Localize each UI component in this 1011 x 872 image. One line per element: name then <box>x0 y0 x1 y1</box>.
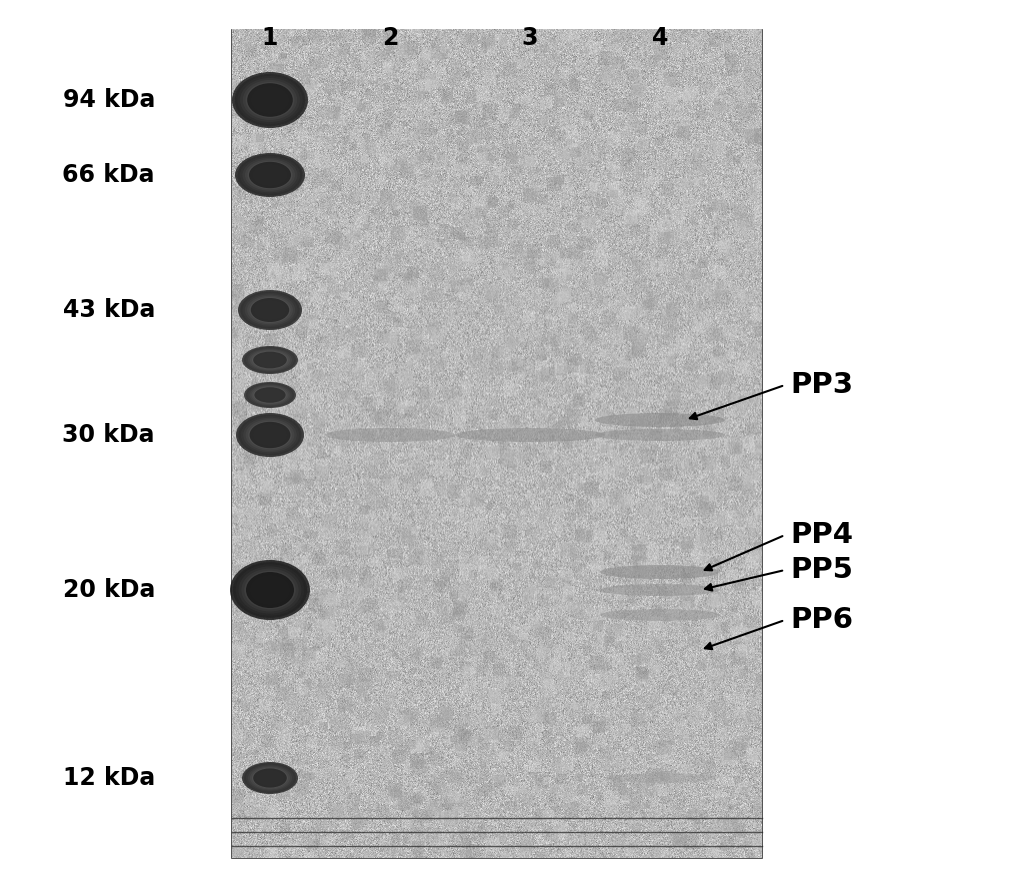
Ellipse shape <box>248 384 292 406</box>
Ellipse shape <box>248 766 292 791</box>
Ellipse shape <box>250 766 290 789</box>
Ellipse shape <box>254 769 286 787</box>
Ellipse shape <box>253 351 286 368</box>
Ellipse shape <box>244 382 295 408</box>
Ellipse shape <box>255 387 284 403</box>
Ellipse shape <box>254 352 286 368</box>
Ellipse shape <box>244 570 295 610</box>
Ellipse shape <box>249 162 291 188</box>
Ellipse shape <box>247 83 292 117</box>
Ellipse shape <box>252 351 288 369</box>
Ellipse shape <box>242 569 298 611</box>
Ellipse shape <box>250 162 290 187</box>
Ellipse shape <box>235 153 304 197</box>
Ellipse shape <box>257 389 283 401</box>
Ellipse shape <box>239 567 301 614</box>
Ellipse shape <box>241 416 299 453</box>
Ellipse shape <box>247 573 292 607</box>
Ellipse shape <box>600 565 719 579</box>
Ellipse shape <box>254 300 286 320</box>
Ellipse shape <box>239 414 301 455</box>
Ellipse shape <box>249 297 290 323</box>
Ellipse shape <box>256 353 284 367</box>
Ellipse shape <box>235 74 305 126</box>
Ellipse shape <box>248 349 292 371</box>
Ellipse shape <box>244 347 295 373</box>
Ellipse shape <box>246 572 294 608</box>
Ellipse shape <box>256 770 284 786</box>
Ellipse shape <box>242 346 297 374</box>
Ellipse shape <box>240 291 299 329</box>
Ellipse shape <box>238 154 302 195</box>
Ellipse shape <box>248 160 292 189</box>
Ellipse shape <box>246 383 294 407</box>
Text: 4: 4 <box>651 26 667 50</box>
Ellipse shape <box>240 156 299 194</box>
Ellipse shape <box>232 72 307 128</box>
Ellipse shape <box>248 421 291 449</box>
Ellipse shape <box>233 562 307 618</box>
Ellipse shape <box>238 290 301 330</box>
Ellipse shape <box>250 350 290 370</box>
Text: 66 kDa: 66 kDa <box>63 163 155 187</box>
Ellipse shape <box>248 84 291 116</box>
Ellipse shape <box>236 413 303 457</box>
Text: 12 kDa: 12 kDa <box>63 766 155 790</box>
Ellipse shape <box>250 422 290 448</box>
Ellipse shape <box>605 773 715 783</box>
Ellipse shape <box>253 768 286 787</box>
Ellipse shape <box>240 78 299 122</box>
Ellipse shape <box>246 419 294 451</box>
Ellipse shape <box>246 348 294 372</box>
Ellipse shape <box>251 86 289 114</box>
Text: PP5: PP5 <box>790 556 852 584</box>
Ellipse shape <box>244 763 295 793</box>
Ellipse shape <box>251 422 289 447</box>
Text: 1: 1 <box>262 26 278 50</box>
Ellipse shape <box>243 80 297 120</box>
Text: PP6: PP6 <box>790 606 852 634</box>
Text: 30 kDa: 30 kDa <box>63 423 155 447</box>
Ellipse shape <box>253 164 287 186</box>
Ellipse shape <box>250 575 290 605</box>
Ellipse shape <box>242 762 297 794</box>
Text: 3: 3 <box>522 26 538 50</box>
Ellipse shape <box>245 160 295 191</box>
Ellipse shape <box>252 298 288 322</box>
Ellipse shape <box>594 429 724 441</box>
Ellipse shape <box>594 413 724 427</box>
Ellipse shape <box>455 428 605 442</box>
Text: PP3: PP3 <box>790 371 852 399</box>
Ellipse shape <box>246 82 294 118</box>
Ellipse shape <box>236 564 304 616</box>
Ellipse shape <box>254 387 285 403</box>
Ellipse shape <box>246 764 294 792</box>
Ellipse shape <box>252 767 288 788</box>
Ellipse shape <box>243 418 296 453</box>
Ellipse shape <box>229 560 309 620</box>
Ellipse shape <box>251 385 288 405</box>
Ellipse shape <box>238 76 302 124</box>
Ellipse shape <box>243 158 297 193</box>
Text: PP4: PP4 <box>790 521 852 549</box>
Ellipse shape <box>253 424 287 446</box>
Text: 43 kDa: 43 kDa <box>63 298 155 322</box>
Ellipse shape <box>253 386 286 404</box>
Ellipse shape <box>250 385 290 405</box>
Ellipse shape <box>325 428 455 442</box>
Text: 20 kDa: 20 kDa <box>63 578 155 602</box>
Ellipse shape <box>243 293 297 327</box>
Bar <box>232 30 761 858</box>
Ellipse shape <box>600 609 719 621</box>
Ellipse shape <box>251 298 289 322</box>
Ellipse shape <box>245 294 295 326</box>
Text: 94 kDa: 94 kDa <box>63 88 155 112</box>
Ellipse shape <box>600 584 719 596</box>
Text: 2: 2 <box>381 26 397 50</box>
Ellipse shape <box>247 296 292 324</box>
